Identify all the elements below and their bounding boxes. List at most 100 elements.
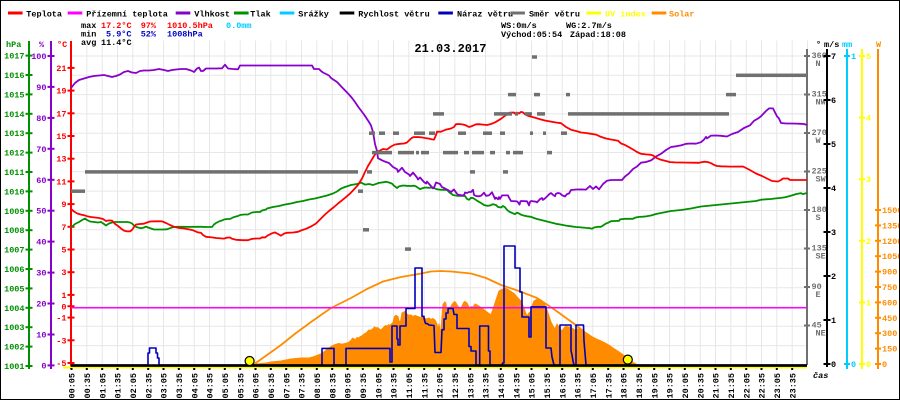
svg-text:NE: NE: [816, 328, 826, 338]
svg-text:1050: 1050: [882, 252, 899, 262]
svg-text:1002: 1002: [4, 343, 24, 353]
svg-text:18:35: 18:35: [635, 373, 645, 399]
svg-text:01:35: 01:35: [114, 373, 124, 399]
svg-text:W: W: [816, 136, 822, 146]
svg-text:1012: 1012: [4, 149, 24, 159]
svg-text:80: 80: [36, 114, 46, 124]
svg-text:23:35: 23:35: [788, 373, 798, 399]
svg-text:min: min: [81, 30, 96, 40]
svg-text:1: 1: [851, 52, 856, 62]
svg-text:čas: čas: [813, 371, 828, 381]
svg-text:90: 90: [812, 282, 822, 292]
svg-text:Východ:05:54: Východ:05:54: [501, 30, 562, 40]
svg-text:1005: 1005: [4, 284, 24, 294]
svg-text:14:05: 14:05: [497, 373, 507, 399]
svg-text:225: 225: [812, 166, 827, 176]
svg-text:0: 0: [41, 361, 46, 371]
svg-text:S: S: [816, 213, 821, 223]
svg-text:09:35: 09:35: [359, 373, 369, 399]
svg-text:11: 11: [56, 177, 66, 187]
svg-text:Srážky: Srážky: [298, 10, 329, 20]
svg-text:50: 50: [36, 207, 46, 217]
svg-text:17:35: 17:35: [604, 373, 614, 399]
svg-text:16:05: 16:05: [558, 373, 568, 399]
svg-text:m/s: m/s: [824, 40, 839, 50]
svg-text:180: 180: [812, 205, 827, 215]
svg-text:21.03.2017: 21.03.2017: [414, 42, 486, 56]
svg-text:Solar: Solar: [669, 10, 695, 20]
svg-text:04:35: 04:35: [206, 373, 216, 399]
svg-text:05:35: 05:35: [236, 373, 246, 399]
svg-text:19: 19: [56, 87, 66, 97]
svg-text:13:05: 13:05: [466, 373, 476, 399]
svg-text:5: 5: [831, 140, 836, 150]
svg-text:13:35: 13:35: [482, 373, 492, 399]
svg-text:-5: -5: [56, 359, 66, 369]
svg-text:7: 7: [831, 52, 836, 62]
svg-text:max: max: [81, 21, 96, 31]
svg-text:03:35: 03:35: [175, 373, 185, 399]
svg-text:1008hPa: 1008hPa: [167, 30, 203, 40]
svg-text:360: 360: [812, 51, 827, 61]
svg-text:°: °: [816, 40, 821, 50]
svg-text:-3: -3: [56, 336, 66, 346]
svg-text:0: 0: [882, 360, 887, 370]
svg-text:11.4°C: 11.4°C: [101, 38, 132, 48]
svg-text:Vlhkost: Vlhkost: [194, 10, 230, 20]
svg-text:60: 60: [36, 176, 46, 186]
svg-text:5: 5: [61, 246, 66, 256]
svg-text:1017: 1017: [4, 52, 24, 62]
svg-text:19:35: 19:35: [666, 373, 676, 399]
svg-text:N: N: [816, 59, 821, 69]
svg-text:1016: 1016: [4, 71, 24, 81]
svg-text:SE: SE: [816, 251, 826, 261]
svg-text:NW: NW: [816, 97, 827, 107]
svg-text:05:05: 05:05: [221, 373, 231, 399]
svg-text:12:05: 12:05: [436, 373, 446, 399]
svg-text:6: 6: [831, 96, 836, 106]
svg-text:21:35: 21:35: [727, 373, 737, 399]
svg-text:0: 0: [866, 360, 871, 370]
svg-text:1015: 1015: [4, 90, 24, 100]
svg-text:23:05: 23:05: [773, 373, 783, 399]
svg-text:10:35: 10:35: [390, 373, 400, 399]
svg-text:UV index: UV index: [605, 10, 646, 20]
svg-text:04:05: 04:05: [190, 373, 200, 399]
svg-text:1200: 1200: [882, 237, 899, 247]
svg-text:10:05: 10:05: [374, 373, 384, 399]
svg-text:135: 135: [812, 243, 827, 253]
svg-text:22:35: 22:35: [758, 373, 768, 399]
svg-text:750: 750: [882, 283, 897, 293]
svg-text:°C: °C: [57, 40, 67, 50]
svg-text:01:05: 01:05: [98, 373, 108, 399]
svg-text:5.9°C: 5.9°C: [106, 30, 132, 40]
svg-text:900: 900: [882, 268, 897, 278]
svg-text:mm: mm: [842, 40, 852, 50]
svg-text:1003: 1003: [4, 323, 24, 333]
svg-text:1014: 1014: [4, 110, 24, 120]
svg-text:1: 1: [866, 298, 871, 308]
svg-text:0.0mm: 0.0mm: [226, 21, 252, 31]
svg-text:13: 13: [56, 155, 66, 165]
svg-text:450: 450: [882, 314, 897, 324]
svg-text:21:05: 21:05: [712, 373, 722, 399]
svg-text:100: 100: [31, 52, 46, 62]
svg-text:09:05: 09:05: [344, 373, 354, 399]
svg-text:150: 150: [882, 345, 897, 355]
svg-text:02:35: 02:35: [144, 373, 154, 399]
svg-text:-1: -1: [56, 314, 66, 324]
svg-text:Přízemní teplota: Přízemní teplota: [86, 10, 168, 20]
svg-text:hPa: hPa: [6, 40, 21, 50]
svg-text:1350: 1350: [882, 221, 899, 231]
svg-text:3: 3: [61, 268, 66, 278]
svg-text:21: 21: [56, 64, 66, 74]
svg-text:600: 600: [882, 298, 897, 308]
svg-text:Tlak: Tlak: [250, 10, 270, 20]
svg-text:300: 300: [882, 329, 897, 339]
svg-text:45: 45: [812, 320, 822, 330]
svg-text:W: W: [876, 40, 882, 50]
svg-text:1004: 1004: [4, 304, 24, 314]
svg-text:22:05: 22:05: [742, 373, 752, 399]
svg-text:315: 315: [812, 89, 827, 99]
svg-text:0: 0: [851, 360, 856, 370]
